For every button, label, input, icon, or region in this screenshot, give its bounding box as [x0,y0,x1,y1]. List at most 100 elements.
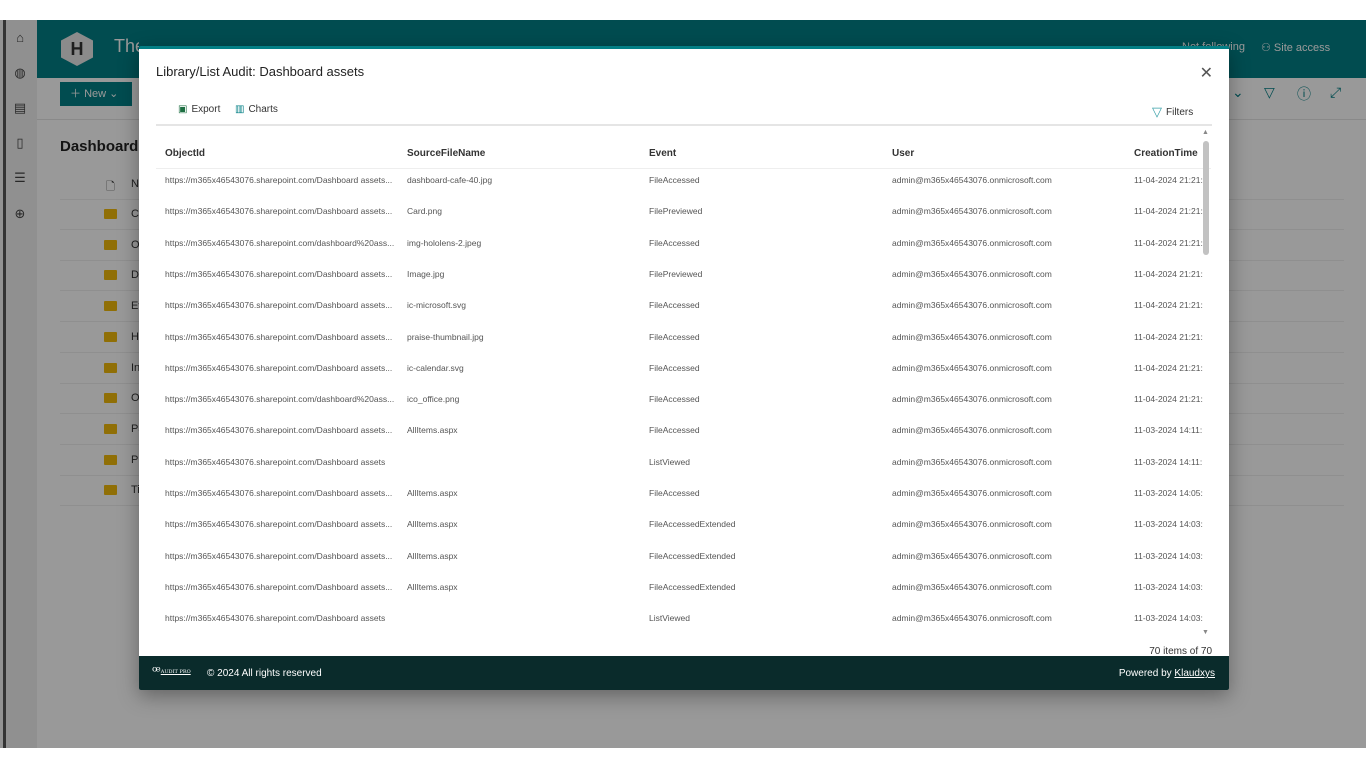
objectid-cell: https://m365x46543076.sharepoint.com/Das… [165,425,393,436]
chevron-down-icon[interactable]: ⌄ [1232,84,1244,100]
excel-icon: ▣ [178,104,188,115]
klaudxys-link[interactable]: Klaudxys [1174,668,1215,679]
objectid-cell: https://m365x46543076.sharepoint.com/Das… [165,175,393,185]
audit-dialog: Library/List Audit: Dashboard assets ✕ ▣… [139,46,1229,690]
site-access-label: Site access [1273,42,1331,54]
event-cell: FileAccessed [649,394,700,405]
copyright-text: © 2024 All rights reserved [207,668,322,679]
filter-icon[interactable]: ▽ [1264,84,1275,100]
folder-icon [104,485,117,496]
name-column-header[interactable]: Name [131,178,139,190]
creationtime-cell: 11-03-2024 14:05: [1134,488,1203,498]
toolbar-divider [156,124,1212,126]
folder-name: D [131,269,139,282]
table-row[interactable]: https://m365x46543076.sharepoint.com/Das… [156,546,1211,577]
lists-icon[interactable]: ☰ [14,170,26,185]
sourcefilename-cell: dashboard-cafe-40.jpg [407,175,493,185]
table-row[interactable]: https://m365x46543076.sharepoint.com/Das… [156,452,1211,483]
info-icon[interactable]: ⓘ [1297,86,1311,102]
news-icon[interactable]: ▤ [13,100,27,115]
sourcefilename-cell: AllItems.aspx [407,488,458,498]
objectid-cell: https://m365x46543076.sharepoint.com/Das… [165,362,393,373]
globe-icon[interactable]: ◍ [14,65,26,80]
table-row[interactable]: https://m365x46543076.sharepoint.com/Das… [156,201,1211,232]
column-header-creationtime[interactable]: CreationTime [1134,148,1198,159]
folder-name: C [131,208,139,220]
creationtime-cell: 11-04-2024 21:21: [1134,268,1203,279]
user-cell: admin@m365x46543076.onmicrosoft.com [892,425,1052,436]
export-button[interactable]: ▣ Export [178,104,220,115]
folder-icon [104,270,117,281]
dialog-title: Library/List Audit: Dashboard assets [156,64,365,79]
table-row[interactable]: https://m365x46543076.sharepoint.com/Das… [156,295,1211,326]
event-cell: FileAccessedExtended [649,519,736,530]
user-cell: admin@m365x46543076.onmicrosoft.com [892,362,1052,373]
objectid-cell: https://m365x46543076.sharepoint.com/Das… [165,456,386,467]
expand-icon[interactable]: ⤢ [1330,84,1342,100]
event-cell: FileAccessed [649,237,700,248]
folder-icon [104,209,117,219]
user-cell: admin@m365x46543076.onmicrosoft.com [892,394,1052,405]
close-icon[interactable]: ✕ [1199,65,1213,82]
creationtime-cell: 11-03-2024 14:11: [1134,456,1203,467]
sourcefilename-cell: ico_office.png [407,394,460,405]
audit-pro-logo: ꟹAUDIT PRO [152,664,191,680]
sourcefilename-cell: ic-calendar.svg [407,362,464,373]
table-row[interactable]: https://m365x46543076.sharepoint.com/Das… [156,264,1211,295]
table-row[interactable]: https://m365x46543076.sharepoint.com/Das… [156,514,1211,545]
table-row[interactable]: https://m365x46543076.sharepoint.com/Das… [156,170,1211,201]
sourcefilename-cell: AllItems.aspx [407,519,458,530]
filters-button[interactable]: ▽ Filters [1152,104,1193,120]
creationtime-cell: 11-04-2024 21:21: [1134,237,1203,248]
table-row[interactable]: https://m365x46543076.sharepoint.com/das… [156,389,1211,420]
creationtime-cell: 11-04-2024 21:21: [1134,394,1203,405]
table-row[interactable]: https://m365x46543076.sharepoint.com/Das… [156,420,1211,451]
folder-name: O [131,238,139,251]
charts-button[interactable]: ▥ Charts [235,104,278,115]
table-scrollbar[interactable]: ▲ ▼ [1200,129,1212,639]
folder-name: H [131,330,139,343]
create-icon[interactable]: ⊕ [14,206,26,221]
objectid-cell: https://m365x46543076.sharepoint.com/Das… [165,519,393,530]
site-logo[interactable]: H [61,32,93,66]
scroll-down-icon[interactable]: ▼ [1202,629,1209,636]
table-row[interactable]: https://m365x46543076.sharepoint.com/Das… [156,608,1211,634]
folder-name: Ti [131,484,139,497]
folder-icon [104,454,117,465]
site-title[interactable]: The Landing [114,36,139,56]
table-row[interactable]: https://m365x46543076.sharepoint.com/das… [156,233,1211,264]
user-cell: admin@m365x46543076.onmicrosoft.com [892,175,1052,185]
sourcefilename-cell: praise-thumbnail.jpg [407,331,484,342]
event-cell: ListViewed [649,613,690,624]
new-label: New [84,88,107,100]
export-label: Export [191,104,221,115]
column-header-user[interactable]: User [892,148,915,159]
sourcefilename-cell: AllItems.aspx [407,581,458,592]
sourcefilename-cell: img-hololens-2.jpeg [407,237,482,248]
table-row[interactable]: https://m365x46543076.sharepoint.com/Das… [156,483,1211,514]
column-header-objectid[interactable]: ObjectId [165,148,206,159]
scroll-up-icon[interactable]: ▲ [1202,129,1209,136]
table-row[interactable]: https://m365x46543076.sharepoint.com/Das… [156,327,1211,358]
user-cell: admin@m365x46543076.onmicrosoft.com [892,519,1052,530]
user-cell: admin@m365x46543076.onmicrosoft.com [892,581,1052,592]
filters-label: Filters [1166,106,1194,118]
site-access-button[interactable]: ⚇ Site access [1261,41,1330,54]
table-row[interactable]: https://m365x46543076.sharepoint.com/Das… [156,358,1211,389]
sourcefilename-cell: AllItems.aspx [407,425,458,436]
column-header-event[interactable]: Event [649,148,677,159]
user-cell: admin@m365x46543076.onmicrosoft.com [892,268,1052,279]
table-row[interactable]: https://m365x46543076.sharepoint.com/Das… [156,577,1211,608]
user-cell: admin@m365x46543076.onmicrosoft.com [892,206,1052,217]
sourcefilename-cell: AllItems.aspx [407,550,458,561]
folder-icon [104,331,117,342]
new-button[interactable]: ＋ New ⌄ [60,82,132,106]
column-header-sourcefilename[interactable]: SourceFileName [407,148,486,159]
sourcefilename-cell: Image.jpg [407,268,445,279]
home-icon[interactable]: ⌂ [16,30,24,45]
scrollbar-thumb[interactable] [1203,141,1209,255]
objectid-cell: https://m365x46543076.sharepoint.com/Das… [165,331,393,342]
file-icon[interactable]: ▯ [16,135,24,150]
objectid-cell: https://m365x46543076.sharepoint.com/Das… [165,613,386,624]
user-cell: admin@m365x46543076.onmicrosoft.com [892,300,1052,311]
